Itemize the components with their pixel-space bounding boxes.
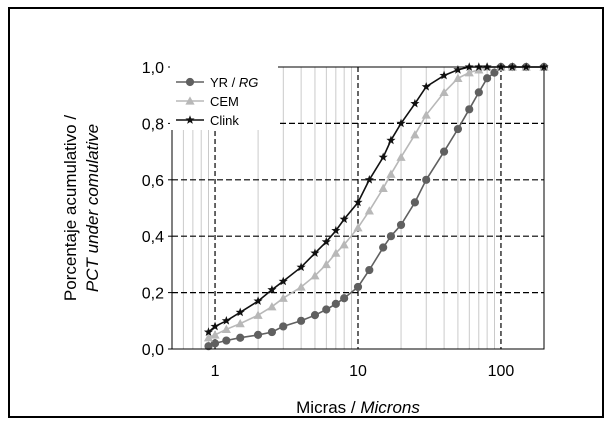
data-point <box>321 259 331 269</box>
y-axis-label: Porcentaje acumulativo / <box>61 115 80 301</box>
x-tick-label: 100 <box>488 363 515 380</box>
x-tick-label: 1 <box>211 363 220 380</box>
data-point <box>474 65 484 74</box>
data-point <box>310 271 320 280</box>
data-point <box>310 248 320 257</box>
data-point <box>267 284 277 294</box>
data-point <box>253 296 263 305</box>
legend-label: CEM <box>210 94 239 109</box>
data-point <box>203 333 214 342</box>
data-point <box>353 282 363 292</box>
data-point <box>296 282 306 291</box>
data-point <box>278 293 288 302</box>
series-lines <box>203 62 549 351</box>
x-axis-label: Micras / Microns <box>296 398 420 417</box>
data-point <box>465 105 474 114</box>
data-point <box>297 316 306 325</box>
data-point <box>236 333 245 342</box>
data-point <box>222 336 231 345</box>
legend-marker <box>185 96 195 105</box>
data-point <box>235 319 245 328</box>
legend-entry: Clink <box>176 113 239 128</box>
data-point <box>410 98 420 108</box>
data-point <box>453 124 463 134</box>
data-point <box>278 276 288 286</box>
y-tick-label: 0,0 <box>142 342 164 359</box>
series-line <box>208 66 544 339</box>
data-point <box>410 198 419 207</box>
legend: YR / RG CEM Clink <box>170 66 278 130</box>
x-tick-label: 10 <box>349 363 367 380</box>
data-point <box>279 322 288 331</box>
data-point <box>210 330 220 339</box>
data-point <box>422 175 431 184</box>
y-axis-label-italic: PCT under comulative <box>83 124 102 292</box>
data-point <box>331 225 341 235</box>
legend-label: YR / RG <box>210 75 258 90</box>
data-point <box>253 330 263 339</box>
data-point <box>253 310 263 319</box>
data-point <box>490 68 499 77</box>
data-point <box>421 81 431 91</box>
data-point <box>396 118 406 128</box>
data-point <box>483 74 492 83</box>
data-point <box>267 302 277 311</box>
data-point <box>221 324 231 333</box>
data-point <box>464 68 474 77</box>
data-point <box>221 316 231 325</box>
data-point <box>396 220 406 230</box>
data-point <box>386 169 396 178</box>
data-point <box>474 88 483 97</box>
data-point <box>339 214 349 224</box>
data-point <box>396 152 406 161</box>
data-point <box>378 152 388 162</box>
data-point <box>340 294 349 303</box>
data-point <box>421 110 431 119</box>
data-point <box>453 73 463 82</box>
legend-marker <box>185 115 195 124</box>
y-tick-label: 0,2 <box>142 286 164 303</box>
data-point <box>322 305 331 314</box>
y-tick-label: 1,0 <box>142 60 164 77</box>
data-point <box>386 232 396 241</box>
data-point <box>364 175 374 184</box>
data-point <box>353 223 363 232</box>
data-point <box>365 265 374 275</box>
y-tick-label: 0,4 <box>142 229 164 246</box>
data-point <box>378 183 388 192</box>
data-point <box>439 147 449 156</box>
y-tick-label: 0,8 <box>142 116 164 133</box>
data-point <box>339 240 349 249</box>
data-point <box>439 70 449 80</box>
data-point <box>439 87 449 97</box>
data-point <box>296 262 306 272</box>
y-tick-label: 0,6 <box>142 173 164 190</box>
data-point <box>267 327 277 337</box>
data-point <box>321 237 331 246</box>
legend-entry: YR / RG <box>176 75 258 90</box>
data-point <box>453 65 463 74</box>
data-point <box>364 206 374 215</box>
data-point <box>310 311 320 320</box>
data-point <box>210 339 220 348</box>
data-point <box>235 307 245 317</box>
legend-label: Clink <box>210 113 239 128</box>
data-point <box>331 248 341 257</box>
tick-labels: 0,0 0,2 0,4 0,6 0,8 1,0 1 10 100 <box>142 60 515 380</box>
data-point <box>210 321 220 331</box>
legend-entry: CEM <box>176 94 239 109</box>
data-point <box>353 197 363 207</box>
data-point <box>379 243 388 252</box>
data-point <box>410 130 420 139</box>
plot-area-border <box>171 66 545 350</box>
chart-frame <box>8 7 604 418</box>
data-point <box>386 135 396 145</box>
legend-marker <box>185 77 195 87</box>
data-point <box>203 327 214 336</box>
data-point <box>331 299 340 308</box>
